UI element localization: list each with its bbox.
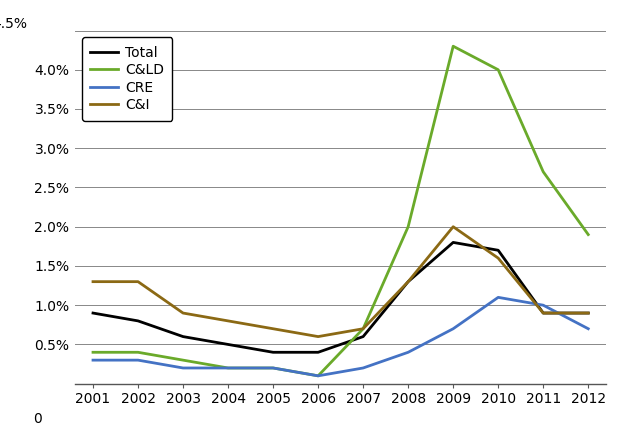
C&LD (359, 326, 367, 331)
Total (224, 342, 232, 347)
C&I (314, 334, 322, 339)
C&LD (179, 358, 187, 363)
CRE (314, 373, 322, 378)
Total (314, 350, 322, 355)
C&LD (494, 67, 502, 72)
CRE (584, 326, 592, 331)
C&I (449, 224, 457, 229)
CRE (449, 326, 457, 331)
C&LD (314, 373, 322, 378)
CRE (224, 365, 232, 371)
Line: C&I: C&I (93, 227, 588, 337)
CRE (89, 358, 97, 363)
Total (539, 310, 547, 316)
C&LD (584, 232, 592, 237)
CRE (134, 358, 142, 363)
C&I (584, 310, 592, 316)
C&LD (539, 169, 547, 174)
C&I (494, 255, 502, 261)
C&I (134, 279, 142, 284)
C&LD (89, 350, 97, 355)
C&I (404, 279, 412, 284)
Line: C&LD: C&LD (93, 46, 588, 376)
C&LD (449, 44, 457, 49)
C&I (224, 318, 232, 324)
C&LD (404, 224, 412, 229)
CRE (404, 350, 412, 355)
CRE (539, 303, 547, 308)
CRE (269, 365, 277, 371)
Total (449, 240, 457, 245)
Total (404, 279, 412, 284)
Text: 0: 0 (34, 412, 42, 426)
CRE (494, 295, 502, 300)
C&LD (269, 365, 277, 371)
C&I (359, 326, 367, 331)
C&I (89, 279, 97, 284)
CRE (359, 365, 367, 371)
Legend: Total, C&LD, CRE, C&I: Total, C&LD, CRE, C&I (82, 37, 172, 120)
Total (359, 334, 367, 339)
CRE (179, 365, 187, 371)
C&I (539, 310, 547, 316)
C&LD (134, 350, 142, 355)
Line: Total: Total (93, 242, 588, 352)
C&I (269, 326, 277, 331)
C&I (179, 310, 187, 316)
Total (179, 334, 187, 339)
C&LD (224, 365, 232, 371)
Total (89, 310, 97, 316)
Total (269, 350, 277, 355)
Total (134, 318, 142, 324)
Total (584, 310, 592, 316)
Line: CRE: CRE (93, 297, 588, 376)
Total (494, 248, 502, 253)
Text: 4.5%: 4.5% (0, 17, 28, 31)
